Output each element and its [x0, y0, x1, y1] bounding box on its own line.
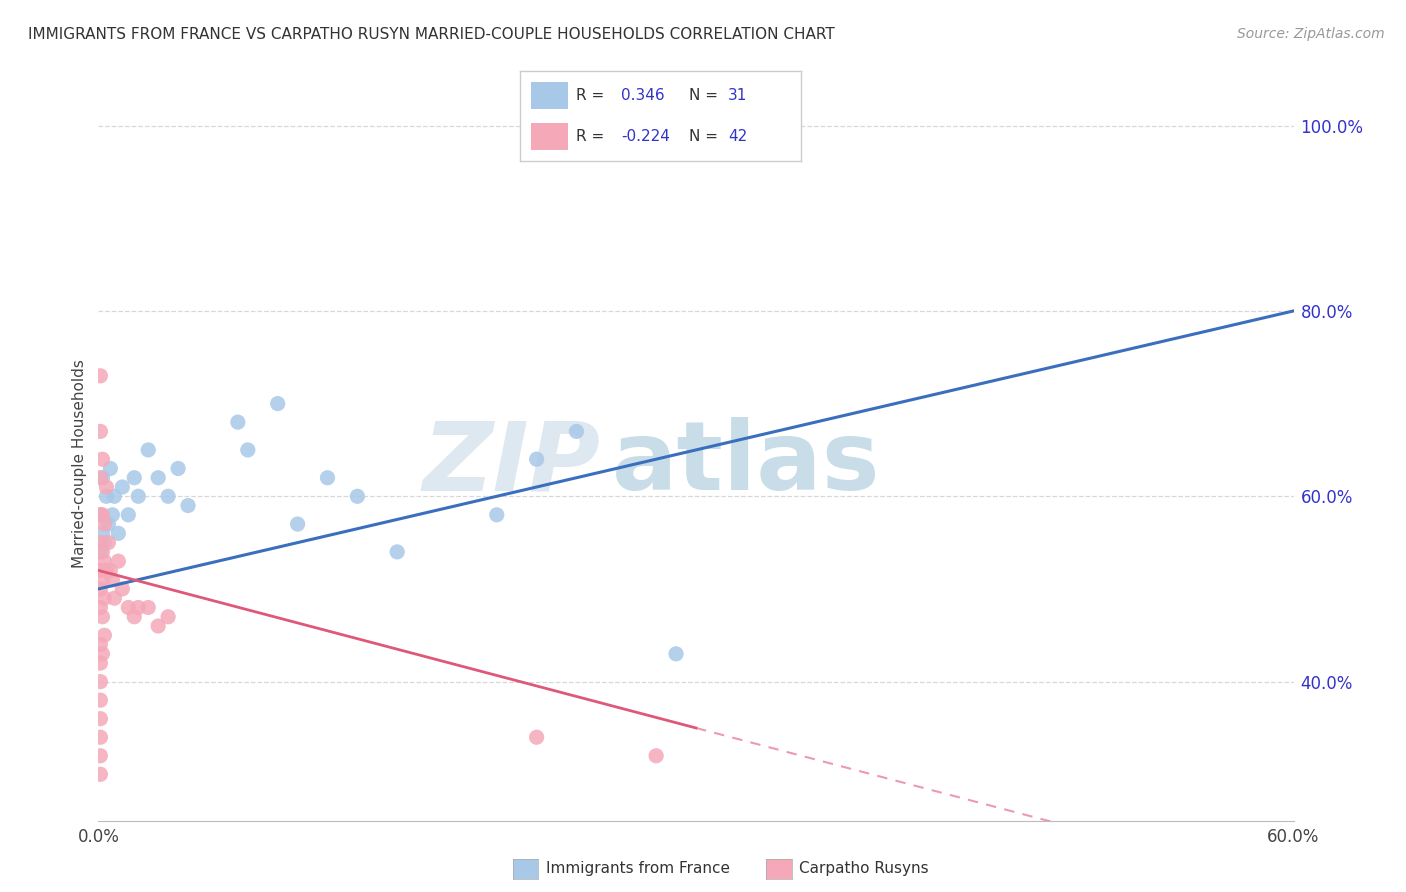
Text: 31: 31	[728, 88, 748, 103]
Text: Carpatho Rusyns: Carpatho Rusyns	[799, 862, 928, 876]
Point	[93, 591, 115, 606]
Point	[526, 730, 548, 744]
Point	[96, 563, 118, 577]
Point	[97, 535, 120, 549]
Point	[93, 554, 115, 568]
Point	[316, 471, 339, 485]
Text: 0.346: 0.346	[621, 88, 665, 103]
Point	[665, 647, 688, 661]
Point	[117, 508, 139, 522]
Point	[127, 489, 149, 503]
Point	[93, 628, 115, 642]
Point	[167, 461, 190, 475]
Y-axis label: Married-couple Households: Married-couple Households	[72, 359, 87, 568]
Point	[287, 517, 309, 532]
Point	[111, 480, 134, 494]
Point	[91, 471, 114, 485]
Point	[107, 526, 129, 541]
Text: atlas: atlas	[613, 417, 882, 510]
Point	[97, 517, 120, 532]
Bar	[531, 123, 568, 150]
Point	[91, 452, 114, 467]
Point	[89, 368, 111, 383]
Point	[124, 471, 146, 485]
Point	[96, 480, 118, 494]
Point	[96, 489, 118, 503]
Point	[91, 647, 114, 661]
Text: N =: N =	[689, 129, 723, 144]
Point	[157, 609, 180, 624]
Point	[103, 591, 125, 606]
Point	[89, 582, 111, 596]
Text: Immigrants from France: Immigrants from France	[546, 862, 730, 876]
Text: IMMIGRANTS FROM FRANCE VS CARPATHO RUSYN MARRIED-COUPLE HOUSEHOLDS CORRELATION C: IMMIGRANTS FROM FRANCE VS CARPATHO RUSYN…	[28, 27, 835, 42]
Text: ZIP: ZIP	[422, 417, 600, 510]
Point	[101, 508, 124, 522]
Point	[117, 600, 139, 615]
Point	[346, 489, 368, 503]
Text: Source: ZipAtlas.com: Source: ZipAtlas.com	[1237, 27, 1385, 41]
Point	[136, 442, 159, 457]
Point	[91, 545, 114, 559]
Point	[100, 461, 122, 475]
Text: 42: 42	[728, 129, 748, 144]
Point	[157, 489, 180, 503]
Point	[93, 517, 115, 532]
Point	[89, 471, 111, 485]
Bar	[531, 82, 568, 109]
Point	[148, 619, 170, 633]
Point	[89, 508, 111, 522]
Point	[226, 415, 249, 429]
Point	[101, 573, 124, 587]
Point	[89, 767, 111, 781]
Point	[111, 582, 134, 596]
Point	[91, 573, 114, 587]
Text: -0.224: -0.224	[621, 129, 671, 144]
Point	[107, 554, 129, 568]
Point	[89, 638, 111, 652]
Point	[89, 535, 111, 549]
Point	[148, 471, 170, 485]
Point	[645, 748, 668, 763]
Text: R =: R =	[576, 88, 610, 103]
Point	[565, 425, 588, 439]
Point	[526, 452, 548, 467]
Point	[136, 600, 159, 615]
Point	[89, 656, 111, 670]
Point	[103, 489, 125, 503]
Point	[89, 748, 111, 763]
Point	[89, 563, 111, 577]
Point	[89, 545, 111, 559]
Point	[89, 674, 111, 689]
Point	[91, 609, 114, 624]
Point	[124, 609, 146, 624]
Point	[89, 600, 111, 615]
Point	[91, 508, 114, 522]
Point	[89, 508, 111, 522]
Point	[93, 535, 115, 549]
Point	[385, 545, 409, 559]
Point	[89, 425, 111, 439]
Point	[267, 396, 290, 410]
Text: N =: N =	[689, 88, 723, 103]
Point	[89, 730, 111, 744]
Point	[236, 442, 259, 457]
Point	[100, 563, 122, 577]
Point	[91, 526, 114, 541]
Point	[89, 712, 111, 726]
Point	[177, 499, 200, 513]
Point	[485, 508, 508, 522]
Point	[89, 693, 111, 707]
Text: R =: R =	[576, 129, 610, 144]
Point	[127, 600, 149, 615]
